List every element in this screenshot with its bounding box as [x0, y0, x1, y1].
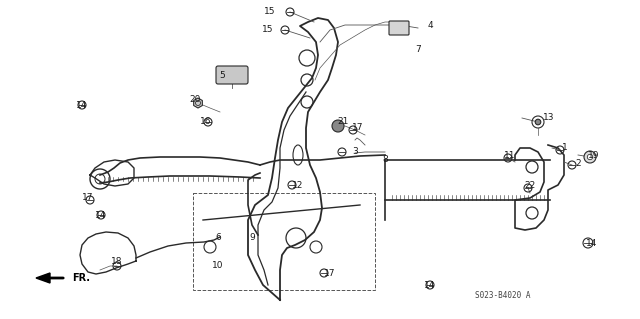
Text: 18: 18 — [111, 256, 123, 265]
Text: 8: 8 — [382, 155, 388, 165]
FancyBboxPatch shape — [216, 66, 248, 84]
Text: 20: 20 — [189, 95, 201, 105]
Text: 14: 14 — [424, 280, 436, 290]
Text: 7: 7 — [415, 46, 421, 55]
Text: 16: 16 — [200, 117, 212, 127]
Text: 14: 14 — [95, 211, 107, 219]
Text: 6: 6 — [215, 233, 221, 241]
Circle shape — [332, 120, 344, 132]
Polygon shape — [194, 98, 202, 108]
Text: 15: 15 — [262, 26, 274, 34]
FancyBboxPatch shape — [389, 21, 409, 35]
Text: FR.: FR. — [72, 273, 90, 283]
Text: 4: 4 — [427, 20, 433, 29]
Text: 3: 3 — [352, 147, 358, 157]
Circle shape — [535, 119, 541, 125]
Text: 22: 22 — [524, 181, 536, 189]
Text: 17: 17 — [83, 194, 93, 203]
Text: 19: 19 — [588, 151, 600, 160]
Polygon shape — [36, 273, 50, 283]
Text: 2: 2 — [575, 159, 581, 167]
Text: 11: 11 — [504, 151, 516, 160]
Text: 5: 5 — [219, 70, 225, 79]
Text: 21: 21 — [337, 117, 349, 127]
Text: 13: 13 — [543, 114, 555, 122]
Text: 1: 1 — [562, 144, 568, 152]
Text: 14: 14 — [586, 239, 598, 248]
Text: 17: 17 — [324, 269, 336, 278]
Circle shape — [584, 151, 596, 163]
Text: 10: 10 — [212, 261, 224, 270]
Text: 15: 15 — [264, 8, 276, 17]
Text: 12: 12 — [292, 181, 304, 189]
Text: 9: 9 — [249, 233, 255, 241]
Text: 14: 14 — [76, 100, 88, 109]
Text: 17: 17 — [352, 123, 364, 132]
Circle shape — [588, 154, 593, 160]
Text: S023-B4020 A: S023-B4020 A — [476, 292, 531, 300]
